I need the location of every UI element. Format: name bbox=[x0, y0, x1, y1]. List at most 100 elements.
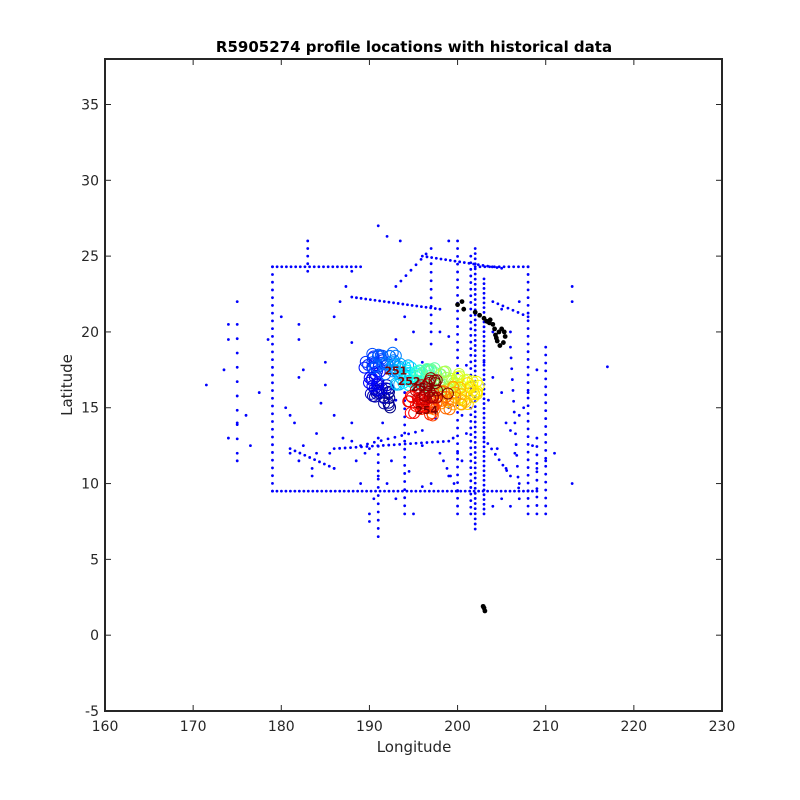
historical-point bbox=[310, 466, 314, 470]
historical-point bbox=[308, 265, 311, 269]
historical-point bbox=[350, 439, 354, 443]
historical-point bbox=[473, 522, 477, 526]
historical-point bbox=[491, 330, 495, 334]
historical-point bbox=[486, 442, 490, 445]
historical-point bbox=[504, 421, 508, 425]
historical-point bbox=[284, 489, 288, 493]
historical-point bbox=[473, 262, 477, 266]
historical-point bbox=[405, 489, 409, 493]
historical-point bbox=[403, 488, 407, 492]
historical-point bbox=[429, 342, 433, 346]
historical-point bbox=[482, 301, 486, 305]
historical-point bbox=[535, 504, 539, 507]
historical-point bbox=[436, 489, 440, 493]
historical-point bbox=[386, 437, 390, 441]
historical-point bbox=[469, 499, 473, 503]
land-point bbox=[461, 306, 467, 312]
historical-point bbox=[382, 300, 386, 303]
historical-point bbox=[376, 535, 380, 539]
historical-point bbox=[456, 317, 459, 321]
profile-marker bbox=[430, 384, 443, 397]
historical-point bbox=[257, 391, 261, 394]
historical-point bbox=[515, 453, 519, 457]
historical-point bbox=[376, 474, 380, 478]
historical-point bbox=[403, 472, 407, 475]
land-point bbox=[459, 299, 465, 305]
historical-point bbox=[469, 472, 473, 476]
historical-point bbox=[535, 436, 539, 440]
historical-point bbox=[355, 296, 358, 300]
historical-point bbox=[469, 479, 473, 483]
historical-point bbox=[420, 444, 424, 448]
historical-point bbox=[473, 466, 477, 470]
historical-point bbox=[516, 475, 520, 479]
historical-point bbox=[526, 512, 530, 516]
historical-point bbox=[381, 421, 385, 425]
historical-point bbox=[271, 389, 274, 392]
historical-point bbox=[403, 496, 407, 500]
y-tick-label: 35 bbox=[81, 97, 99, 113]
historical-point bbox=[526, 489, 530, 493]
historical-point bbox=[301, 368, 305, 372]
historical-point bbox=[473, 440, 477, 444]
historical-point bbox=[453, 259, 457, 263]
land-point bbox=[497, 343, 503, 348]
profile-marker bbox=[402, 395, 415, 408]
historical-point bbox=[392, 489, 395, 493]
historical-point bbox=[517, 413, 521, 417]
historical-point bbox=[531, 489, 534, 493]
historical-point bbox=[482, 363, 486, 367]
historical-point bbox=[294, 265, 298, 269]
historical-point bbox=[351, 489, 355, 493]
historical-point bbox=[297, 338, 301, 341]
historical-point bbox=[433, 307, 437, 310]
historical-point bbox=[235, 421, 239, 425]
historical-point bbox=[490, 265, 494, 269]
historical-point bbox=[333, 489, 337, 493]
historical-point bbox=[509, 330, 512, 334]
historical-point bbox=[526, 450, 530, 454]
historical-point bbox=[504, 489, 507, 493]
historical-point bbox=[320, 489, 324, 493]
historical-point bbox=[473, 430, 477, 434]
historical-point bbox=[488, 265, 492, 269]
historical-point bbox=[315, 489, 319, 493]
historical-point bbox=[311, 489, 315, 493]
historical-point bbox=[297, 489, 301, 493]
historical-point bbox=[414, 489, 418, 493]
profile-marker bbox=[366, 351, 379, 364]
historical-point bbox=[535, 489, 539, 493]
y-axis-label: Latitude bbox=[58, 354, 76, 416]
historical-point bbox=[473, 272, 477, 276]
historical-point bbox=[227, 338, 230, 341]
historical-point bbox=[368, 447, 371, 451]
historical-point bbox=[473, 527, 477, 531]
historical-point bbox=[420, 360, 424, 364]
historical-point bbox=[456, 270, 459, 274]
historical-point bbox=[522, 406, 526, 410]
historical-point bbox=[570, 482, 574, 485]
profile-marker bbox=[423, 385, 436, 398]
historical-point bbox=[338, 446, 342, 450]
historical-point bbox=[456, 481, 459, 485]
historical-point bbox=[403, 480, 407, 483]
profile-marker bbox=[423, 391, 436, 404]
historical-point bbox=[271, 342, 274, 346]
historical-point bbox=[444, 258, 448, 262]
historical-point bbox=[317, 265, 321, 269]
historical-point bbox=[312, 265, 316, 269]
historical-point bbox=[464, 363, 468, 367]
historical-point bbox=[544, 496, 548, 500]
historical-point bbox=[345, 265, 349, 269]
historical-point bbox=[414, 441, 418, 445]
historical-point bbox=[376, 527, 380, 530]
historical-point bbox=[473, 364, 477, 368]
historical-point bbox=[482, 287, 486, 290]
historical-point bbox=[271, 396, 274, 400]
historical-point bbox=[469, 360, 473, 364]
historical-point bbox=[401, 489, 404, 493]
historical-point bbox=[486, 489, 489, 493]
y-tick-label: 10 bbox=[81, 477, 99, 493]
historical-point bbox=[473, 405, 477, 409]
